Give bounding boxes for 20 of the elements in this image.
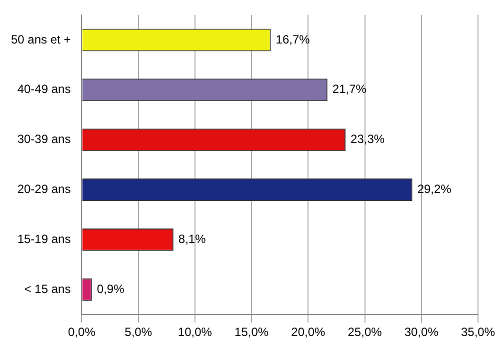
x-tick-label: 20,0% bbox=[291, 325, 326, 340]
x-tick-label: 0,0% bbox=[68, 325, 96, 340]
y-tick-label: < 15 ans bbox=[24, 282, 71, 296]
data-label: 8,1% bbox=[178, 232, 206, 246]
x-tick-label: 10,0% bbox=[178, 325, 212, 340]
y-tick-label: 15-19 ans bbox=[17, 232, 71, 246]
x-tick-label: 25,0% bbox=[348, 325, 382, 340]
x-tick-label: 5,0% bbox=[124, 325, 152, 340]
data-label: 0,9% bbox=[96, 282, 125, 296]
x-tick-label: 30,0% bbox=[404, 325, 439, 340]
x-tick-label: 15,0% bbox=[234, 325, 269, 340]
data-label: 29,2% bbox=[417, 182, 452, 196]
x-tick-label: 35,0% bbox=[460, 325, 496, 340]
data-label: 23,3% bbox=[350, 132, 385, 146]
data-label: 16,7% bbox=[276, 32, 310, 46]
y-tick-label: 50 ans et + bbox=[10, 32, 71, 46]
y-tick-label: 30-39 ans bbox=[17, 132, 71, 146]
y-tick-label: 40-49 ans bbox=[17, 82, 71, 96]
data-label: 21,7% bbox=[332, 82, 367, 96]
y-tick-label: 20-29 ans bbox=[17, 182, 71, 196]
